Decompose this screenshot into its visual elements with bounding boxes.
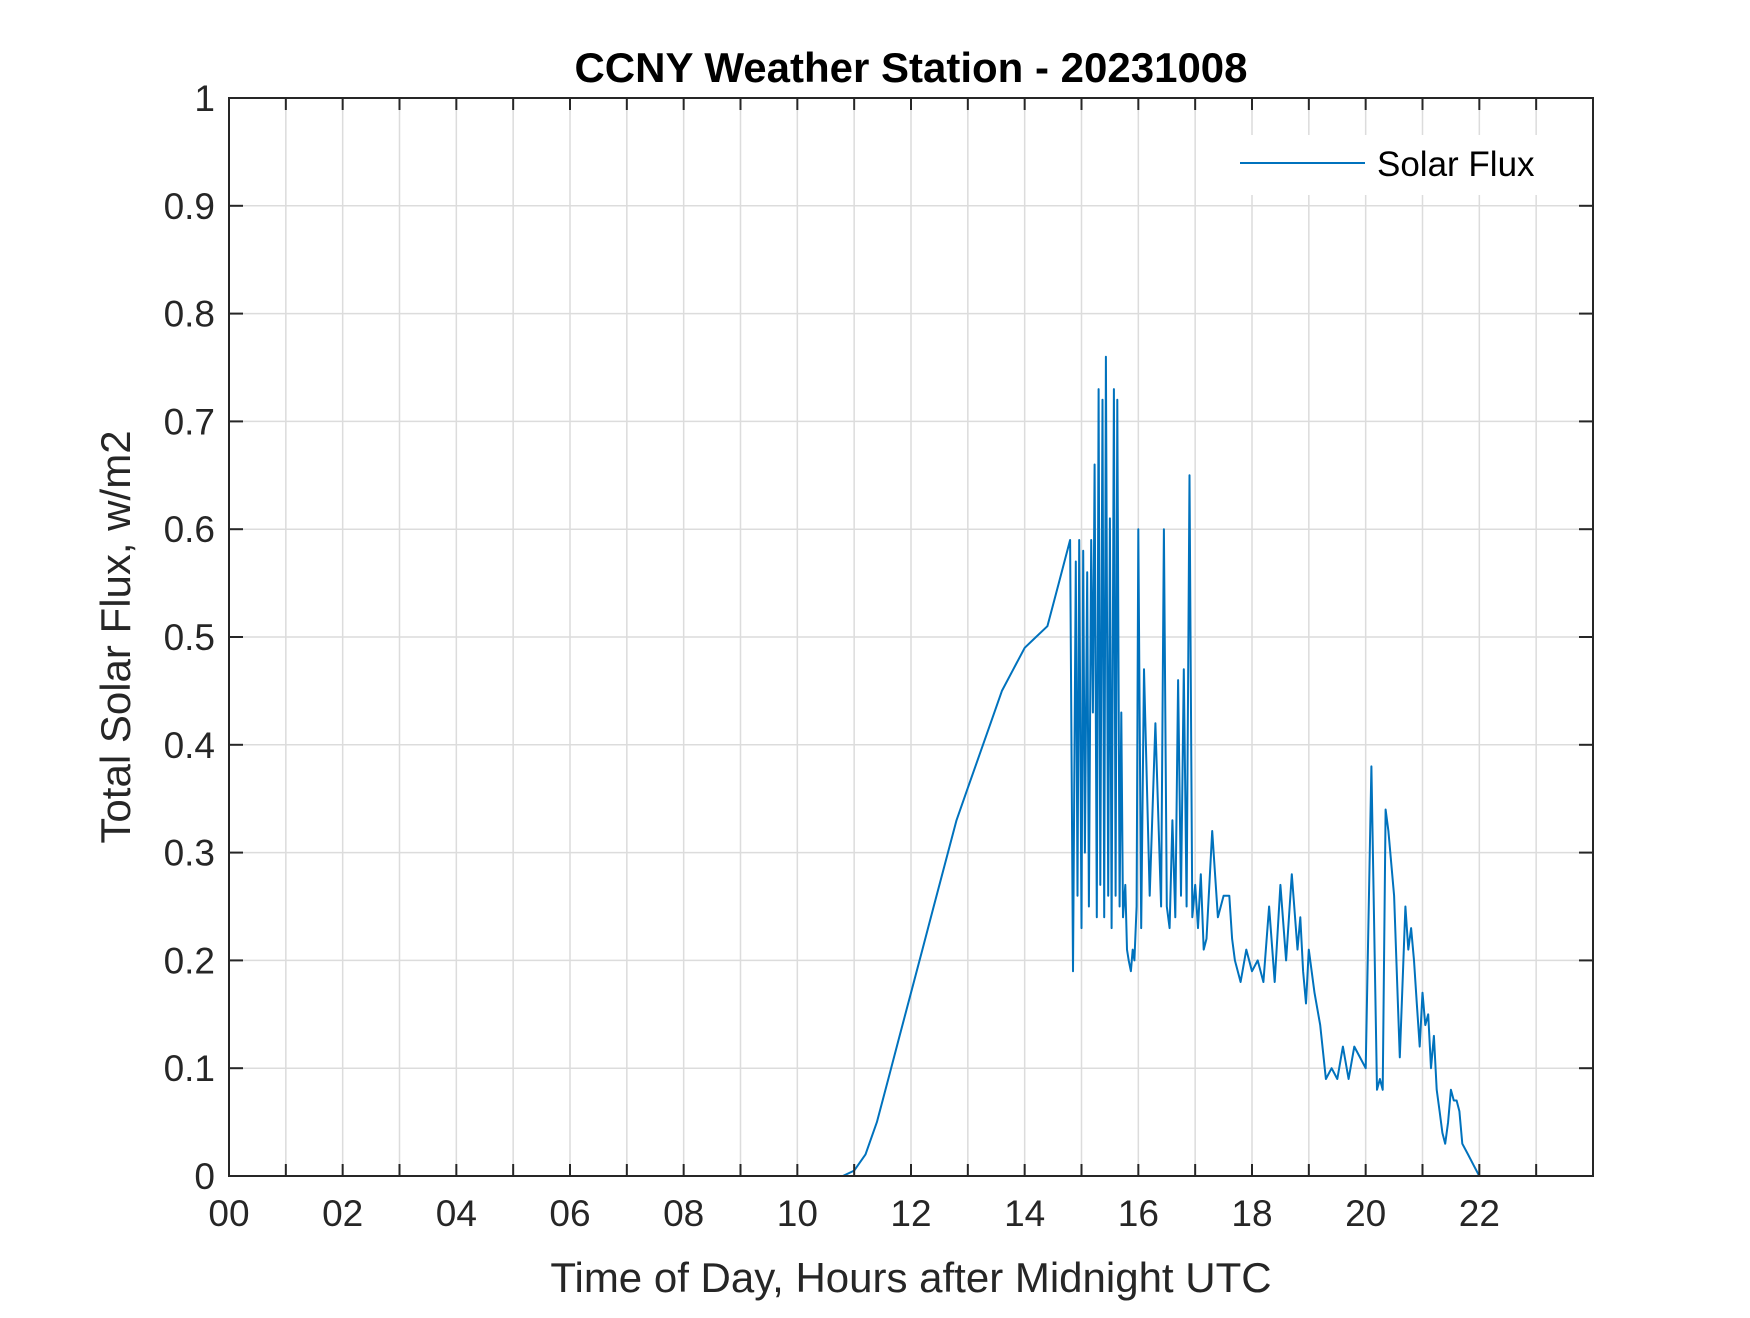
legend: Solar Flux [1222,135,1572,195]
y-tick-label: 0.6 [164,509,215,550]
x-tick-label: 12 [890,1193,931,1234]
y-tick-label: 1 [194,78,215,119]
x-axis-label: Time of Day, Hours after Midnight UTC [550,1254,1271,1301]
x-tick-label: 08 [663,1193,704,1234]
y-tick-label: 0.1 [164,1048,215,1089]
y-tick-label: 0.7 [164,401,215,442]
x-tick-label: 14 [1004,1193,1045,1234]
chart-title: CCNY Weather Station - 20231008 [574,44,1247,91]
y-tick-label: 0 [194,1156,215,1197]
y-tick-label: 0.5 [164,617,215,658]
x-tick-label: 02 [322,1193,363,1234]
x-tick-label: 22 [1459,1193,1500,1234]
y-tick-label: 0.4 [164,725,215,766]
ticks: 00 02 04 06 08 10 12 14 16 18 20 22 0 0.1 0.2 0.3 0.4 0.5… [164,78,1594,1234]
legend-label-solar-flux: Solar Flux [1377,145,1535,184]
x-tick-label: 16 [1118,1193,1159,1234]
x-tick-label: 20 [1345,1193,1386,1234]
series-line-solar-flux [229,355,1593,1177]
x-tick-label: 04 [436,1193,477,1234]
x-tick-label: 10 [777,1193,818,1234]
grid [229,98,1593,1176]
y-tick-label: 0.2 [164,940,215,981]
y-axis-label: Total Solar Flux, w/m2 [92,430,139,843]
y-tick-label: 0.9 [164,186,215,227]
y-tick-label: 0.8 [164,294,215,335]
y-tick-label: 0.3 [164,833,215,874]
x-tick-label: 06 [549,1193,590,1234]
series-layer [229,355,1593,1177]
x-tick-label: 18 [1231,1193,1272,1234]
legend-box [1222,135,1572,195]
x-tick-label: 00 [208,1193,249,1234]
